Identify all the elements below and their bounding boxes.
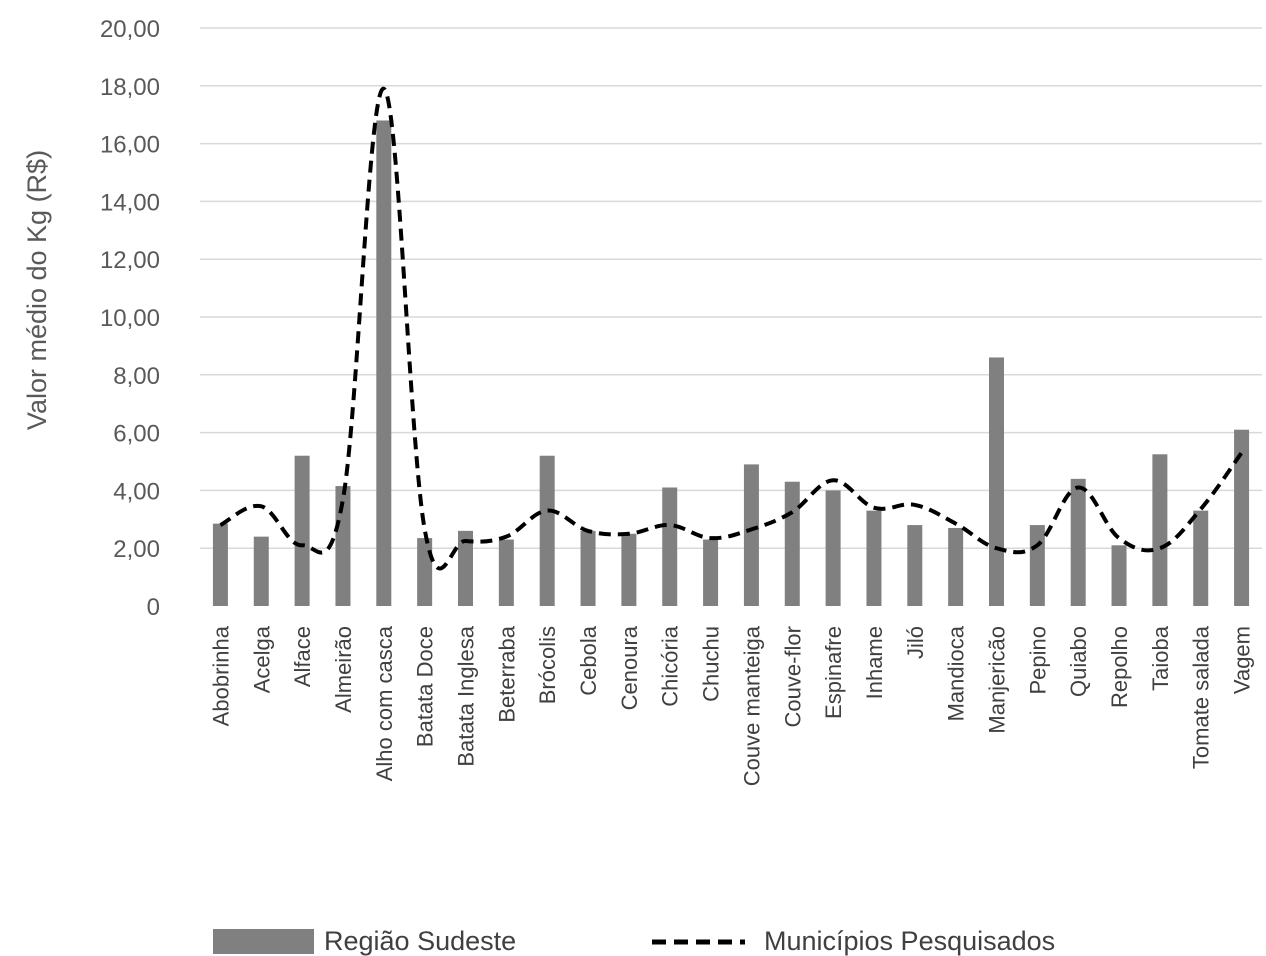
x-tick-label: Inhame bbox=[862, 626, 887, 699]
bar bbox=[866, 510, 882, 606]
bar bbox=[294, 455, 310, 606]
x-tick-label: Cenoura bbox=[617, 625, 642, 710]
y-tick-label: 12,00 bbox=[100, 247, 160, 274]
bar bbox=[417, 538, 433, 606]
legend-label-line: Municípios Pesquisados bbox=[764, 926, 1055, 956]
x-tick-label: Alface bbox=[290, 626, 315, 687]
y-tick-label: 6,00 bbox=[113, 421, 160, 448]
x-tick-label: Batata Doce bbox=[413, 626, 438, 747]
x-tick-label: Cebola bbox=[576, 625, 601, 695]
x-tick-label: Manjericão bbox=[985, 626, 1010, 734]
y-tick-label: 10,00 bbox=[100, 305, 160, 332]
legend-label-bar: Região Sudeste bbox=[324, 926, 516, 956]
bar bbox=[662, 487, 678, 606]
x-tick-label: Taioba bbox=[1148, 625, 1173, 691]
line-series bbox=[219, 86, 1244, 571]
bar bbox=[376, 120, 392, 606]
y-tick-label: 18,00 bbox=[100, 74, 160, 101]
x-tick-label: Mandioca bbox=[944, 625, 969, 721]
bar bbox=[1234, 429, 1250, 606]
x-tick-label: Espinafre bbox=[821, 626, 846, 719]
x-tick-label: Brócolis bbox=[535, 626, 560, 704]
bar-series bbox=[212, 120, 1250, 606]
bar bbox=[1193, 510, 1209, 606]
bar bbox=[743, 464, 759, 606]
bar bbox=[498, 539, 514, 606]
bar bbox=[1111, 545, 1127, 606]
y-axis-ticks: 0 2,00 4,00 6,00 8,00 10,00 12,00 14,00 16,00 18,… bbox=[100, 16, 160, 621]
bar bbox=[253, 536, 269, 606]
x-axis-ticks: Abobrinha Acelga Alface Almeirão Alho com ca… bbox=[208, 625, 1254, 786]
bar bbox=[212, 523, 228, 606]
x-tick-label: Chuchu bbox=[699, 626, 724, 702]
legend-swatch-bar bbox=[213, 929, 314, 954]
y-tick-label: 8,00 bbox=[113, 363, 160, 390]
y-tick-label: 0 bbox=[147, 594, 160, 621]
x-tick-label: Almeirão bbox=[331, 626, 356, 713]
x-tick-label: Acelga bbox=[249, 625, 274, 693]
bar bbox=[907, 525, 923, 606]
x-tick-label: Chicória bbox=[658, 625, 683, 706]
bar bbox=[948, 527, 964, 606]
x-tick-label: Quiabo bbox=[1066, 626, 1091, 697]
bar bbox=[580, 530, 596, 606]
y-axis-label: Valor médio do Kg (R$) bbox=[22, 150, 52, 430]
bar bbox=[703, 539, 719, 606]
y-tick-label: 16,00 bbox=[100, 132, 160, 159]
bar bbox=[458, 530, 473, 606]
x-tick-label: Tomate salada bbox=[1189, 625, 1214, 769]
y-tick-label: 2,00 bbox=[113, 536, 160, 563]
legend: Região Sudeste Municípios Pesquisados bbox=[213, 926, 1055, 956]
x-tick-label: Beterraba bbox=[494, 625, 519, 722]
bar bbox=[1070, 478, 1086, 606]
bar bbox=[989, 357, 1004, 606]
x-tick-label: Abobrinha bbox=[208, 625, 233, 726]
x-tick-label: Vagem bbox=[1230, 626, 1255, 694]
bar bbox=[335, 486, 351, 606]
y-tick-label: 20,00 bbox=[100, 16, 160, 43]
x-tick-label: Jiló bbox=[903, 626, 928, 659]
gridlines bbox=[200, 27, 1262, 549]
x-tick-label: Couve-flor bbox=[780, 626, 805, 727]
bar bbox=[1152, 454, 1168, 606]
bar bbox=[825, 490, 841, 606]
bar bbox=[539, 455, 555, 606]
bar bbox=[1029, 525, 1045, 606]
x-tick-label: Alho com casca bbox=[372, 625, 397, 781]
x-tick-label: Pepino bbox=[1025, 626, 1050, 695]
bar bbox=[621, 533, 637, 606]
x-tick-label: Couve manteiga bbox=[739, 625, 764, 786]
bar bbox=[784, 481, 800, 606]
y-tick-label: 14,00 bbox=[100, 189, 160, 216]
x-tick-label: Repolho bbox=[1107, 626, 1132, 708]
y-tick-label: 4,00 bbox=[113, 478, 160, 505]
x-tick-label: Batata Inglesa bbox=[454, 625, 479, 766]
